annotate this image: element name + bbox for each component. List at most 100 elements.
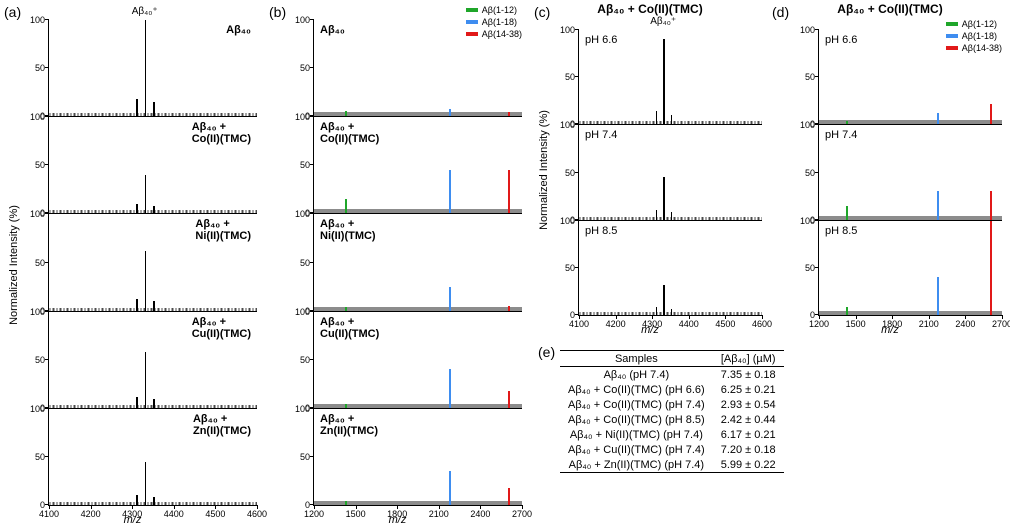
y-tick-mark <box>575 267 579 268</box>
ms-peak <box>145 175 147 213</box>
x-tick-mark <box>689 315 690 319</box>
ms-peak <box>508 391 510 408</box>
y-tick-mark <box>45 164 49 165</box>
ms-peak <box>508 112 510 116</box>
y-tick-label: 100 <box>785 25 815 35</box>
subplot: 050100Aβ₄₀ +Co(II)(TMC) <box>313 117 522 214</box>
y-tick-label: 100 <box>15 404 45 414</box>
y-tick-label: 100 <box>785 216 815 226</box>
table-cell: Aβ₄₀ + Cu(II)(TMC) (pH 7.4) <box>560 442 713 457</box>
ms-peak <box>145 251 147 311</box>
ms-peak <box>145 352 147 408</box>
y-tick-label: 50 <box>280 355 310 365</box>
panel-d: (d) Aβ₄₀ + Co(II)(TMC) Aβ(1-12)Aβ(1-18)A… <box>770 0 1010 340</box>
x-tick-mark <box>652 315 653 319</box>
y-tick-label: 50 <box>785 72 815 82</box>
y-tick-label: 50 <box>15 63 45 73</box>
ms-peak <box>846 121 848 125</box>
y-tick-mark <box>815 76 819 77</box>
y-tick-label: 50 <box>15 258 45 268</box>
subplot: 050100pH 7.4 <box>818 125 1002 220</box>
ms-peak <box>345 404 347 408</box>
y-tick-mark <box>45 456 49 457</box>
y-tick-label: 50 <box>280 258 310 268</box>
table-cell: Aβ₄₀ + Ni(II)(TMC) (pH 7.4) <box>560 427 713 442</box>
subplot: 050100410042004300440045004600pH 8.5 <box>578 221 762 316</box>
x-tick-mark <box>132 505 133 509</box>
table-cell: 6.25 ± 0.21 <box>713 382 784 397</box>
table-cell: 6.17 ± 0.21 <box>713 427 784 442</box>
subplot-annotation: Aβ₄₀ +Ni(II)(TMC) <box>320 218 376 242</box>
y-tick-label: 50 <box>15 160 45 170</box>
subplot-annotation: pH 6.6 <box>825 34 857 46</box>
table-cell: 2.42 ± 0.44 <box>713 412 784 427</box>
x-tick-mark <box>215 505 216 509</box>
x-tick-mark <box>762 315 763 319</box>
legend-label: Aβ(1-12) <box>962 18 997 30</box>
subplot: 050100pH 7.4 <box>578 125 762 220</box>
subplot-annotation: Aβ₄₀ +Ni(II)(TMC) <box>195 218 251 242</box>
legend-swatch <box>466 8 478 12</box>
subplot: 050100Aβ₄₀ +Ni(II)(TMC) <box>48 214 257 311</box>
y-tick-mark <box>575 172 579 173</box>
subplot: 050100Aβ₄₀ +Cu(II)(TMC) <box>48 312 257 409</box>
subplot: 050100120015001800210024002700Aβ₄₀ +Zn(I… <box>313 409 522 506</box>
subplot: 050100Aβ₄₀ +Ni(II)(TMC) <box>313 214 522 311</box>
ms-peak <box>846 307 848 315</box>
subplot: 050100Aβ₄₀ +Cu(II)(TMC) <box>313 312 522 409</box>
panel-c-stack: 050100pH 6.6Aβ₄₀⁺050100pH 7.405010041004… <box>578 30 762 316</box>
x-tick-mark <box>522 505 523 509</box>
ms-peak <box>153 497 155 505</box>
x-tick-mark <box>892 315 893 319</box>
y-tick-label: 50 <box>15 452 45 462</box>
ms-peak <box>663 177 665 219</box>
columns-ab: (a) Normalized Intensity (%) 050100Aβ₄₀A… <box>0 0 530 530</box>
panel-e: (e) Samples[Aβ₄₀] (µM) Aβ₄₀ (pH 7.4)7.35… <box>530 340 1010 530</box>
subplot-annotation: Aβ₄₀ +Zn(II)(TMC) <box>320 413 378 437</box>
ms-peak <box>136 99 138 116</box>
y-tick-label: 50 <box>785 263 815 273</box>
y-tick-mark <box>310 67 314 68</box>
y-tick-label: 50 <box>545 263 575 273</box>
table-row: Aβ₄₀ + Ni(II)(TMC) (pH 7.4)6.17 ± 0.21 <box>560 427 784 442</box>
table-row: Aβ₄₀ + Zn(II)(TMC) (pH 7.4)5.99 ± 0.22 <box>560 457 784 473</box>
y-tick-label: 100 <box>15 112 45 122</box>
y-tick-mark <box>310 408 314 409</box>
ms-peak <box>345 111 347 116</box>
ms-peak <box>937 191 939 219</box>
x-tick-mark <box>356 505 357 509</box>
subplot-annotation: pH 7.4 <box>585 129 617 141</box>
x-tick-mark <box>49 505 50 509</box>
x-tick-mark <box>257 505 258 509</box>
y-tick-mark <box>45 116 49 117</box>
ms-peak <box>153 102 155 116</box>
y-tick-label: 100 <box>15 307 45 317</box>
table-row: Aβ₄₀ (pH 7.4)7.35 ± 0.18 <box>560 367 784 383</box>
peak-top-label: Aβ₄₀⁺ <box>132 6 158 17</box>
y-tick-mark <box>310 164 314 165</box>
subplot-annotation: Aβ₄₀ <box>320 24 345 36</box>
y-tick-mark <box>815 124 819 125</box>
x-tick-mark <box>616 315 617 319</box>
y-tick-mark <box>575 76 579 77</box>
x-tick-mark <box>929 315 930 319</box>
subplot: 050100Aβ₄₀Aβ₄₀⁺ <box>48 20 257 117</box>
y-tick-mark <box>310 262 314 263</box>
ms-peak <box>990 191 992 219</box>
table-cell: Aβ₄₀ + Co(II)(TMC) (pH 8.5) <box>560 412 713 427</box>
subplot: 050100120015001800210024002700pH 8.5 <box>818 221 1002 316</box>
y-tick-label: 50 <box>280 452 310 462</box>
y-tick-label: 100 <box>545 216 575 226</box>
y-tick-mark <box>815 220 819 221</box>
panel-a-xlabel: m/z <box>0 514 265 526</box>
x-tick-mark <box>725 315 726 319</box>
table-row: Aβ₄₀ + Co(II)(TMC) (pH 8.5)2.42 ± 0.44 <box>560 412 784 427</box>
ms-peak <box>449 471 451 505</box>
y-tick-label: 50 <box>785 168 815 178</box>
subplot-annotation: Aβ₄₀ +Co(II)(TMC) <box>192 121 251 145</box>
panel-c-title: Aβ₄₀ + Co(II)(TMC) <box>530 2 770 16</box>
ms-peak <box>449 170 451 213</box>
ms-peak <box>508 488 510 505</box>
y-tick-label: 100 <box>15 209 45 219</box>
y-tick-mark <box>575 220 579 221</box>
